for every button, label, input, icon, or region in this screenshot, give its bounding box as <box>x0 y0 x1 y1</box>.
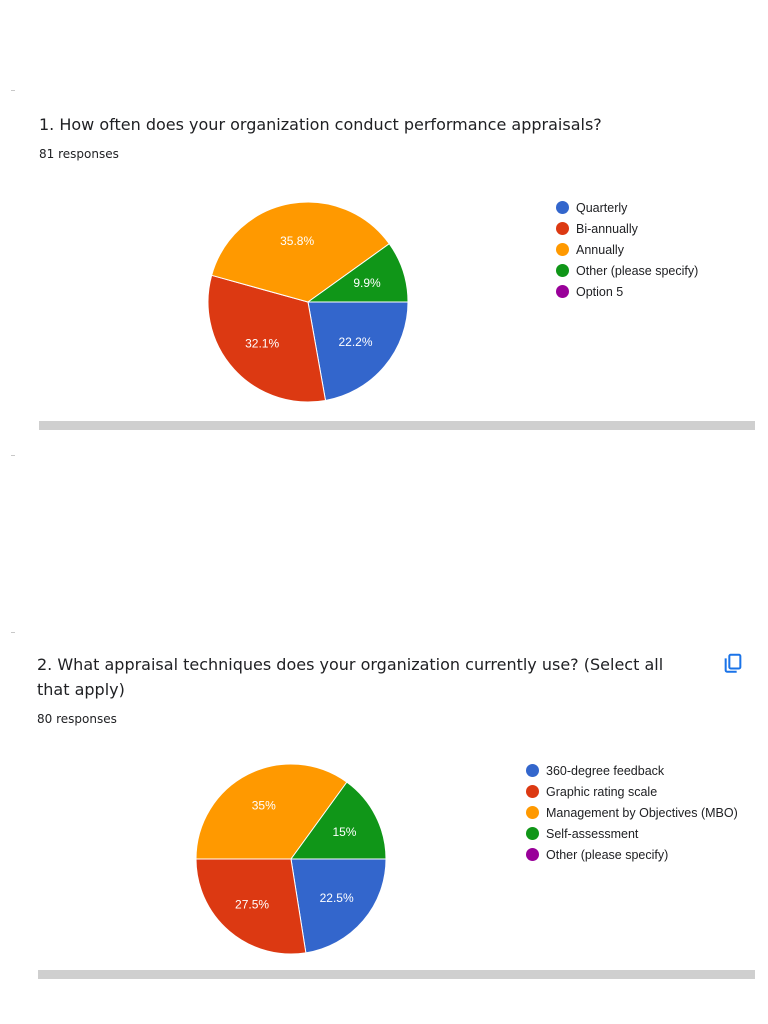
legend-item-graphic-rating-scale[interactable]: Graphic rating scale <box>526 781 738 802</box>
margin-mark <box>11 90 15 91</box>
pie-chart: 22.2% 32.1% 35.8% 9.9% <box>207 201 409 403</box>
legend-label: Other (please specify) <box>546 847 669 862</box>
margin-mark <box>11 632 15 633</box>
pie-slice-bi-annually[interactable] <box>207 274 327 403</box>
legend-label: Graphic rating scale <box>546 784 658 799</box>
pie-chart: 22.5% 27.5% 35% 15% <box>195 763 387 955</box>
legend-label: Management by Objectives (MBO) <box>546 805 738 820</box>
legend-label: Option 5 <box>576 284 624 299</box>
legend-swatch <box>556 222 569 235</box>
slice-data-label: 27.5% <box>235 898 269 912</box>
pie-slice-other-please-specify[interactable] <box>306 243 409 303</box>
legend-swatch <box>526 785 539 798</box>
question-title: 2. What appraisal techniques does your o… <box>37 655 664 699</box>
legend-label: 360-degree feedback <box>546 763 665 778</box>
legend-item-self-assessment[interactable]: Self-assessment <box>526 823 738 844</box>
legend-item-annually[interactable]: Annually <box>556 239 698 260</box>
legend-swatch <box>526 806 539 819</box>
copy-icon[interactable] <box>722 652 744 674</box>
legend-swatch <box>556 264 569 277</box>
legend-item-other-please-specify[interactable]: Other (please specify) <box>556 260 698 281</box>
slice-data-label: 22.2% <box>339 335 373 349</box>
margin-mark <box>11 455 15 456</box>
legend-item-quarterly[interactable]: Quarterly <box>556 197 698 218</box>
legend-label: Quarterly <box>576 200 628 215</box>
pie-slice-graphic-rating-scale[interactable] <box>195 858 307 955</box>
slice-data-label: 22.5% <box>320 891 354 905</box>
legend-swatch <box>556 201 569 214</box>
response-count: 80 responses <box>37 712 117 726</box>
section-divider <box>39 421 755 430</box>
slice-data-label: 32.1% <box>245 337 279 351</box>
pie-slice-annually[interactable] <box>211 201 390 303</box>
pie-slice-quarterly[interactable] <box>307 301 409 402</box>
pie-slice-360-degree-feedback[interactable] <box>290 858 387 954</box>
response-count: 81 responses <box>39 147 119 161</box>
legend-swatch <box>556 285 569 298</box>
legend-item-360-degree-feedback[interactable]: 360-degree feedback <box>526 760 738 781</box>
legend-label: Self-assessment <box>546 826 639 841</box>
slice-data-label: 9.9% <box>353 276 381 290</box>
legend-label: Annually <box>576 242 624 257</box>
legend-item-bi-annually[interactable]: Bi-annually <box>556 218 698 239</box>
chart-legend: Quarterly Bi-annually Annually Other (pleas… <box>556 197 698 302</box>
section-divider <box>38 970 755 979</box>
pie-slice-self-assessment[interactable] <box>290 781 387 860</box>
legend-item-other-please-specify[interactable]: Other (please specify) <box>526 844 738 865</box>
legend-item-management-by-objectives-mbo[interactable]: Management by Objectives (MBO) <box>526 802 738 823</box>
legend-label: Bi-annually <box>576 221 638 236</box>
slice-data-label: 15% <box>332 825 356 839</box>
legend-swatch <box>526 764 539 777</box>
legend-swatch <box>526 848 539 861</box>
slice-data-label: 35.8% <box>280 234 314 248</box>
question-card-1: 1. How often does your organization cond… <box>0 0 768 440</box>
slice-data-label: 35% <box>252 799 276 813</box>
legend-swatch <box>526 827 539 840</box>
legend-item-option-5[interactable]: Option 5 <box>556 281 698 302</box>
question-title: 1. How often does your organization cond… <box>39 115 602 134</box>
pie-slice-management-by-objectives-mbo[interactable] <box>195 763 348 860</box>
legend-swatch <box>556 243 569 256</box>
legend-label: Other (please specify) <box>576 263 699 278</box>
chart-legend: 360-degree feedback Graphic rating scale M… <box>526 760 738 865</box>
